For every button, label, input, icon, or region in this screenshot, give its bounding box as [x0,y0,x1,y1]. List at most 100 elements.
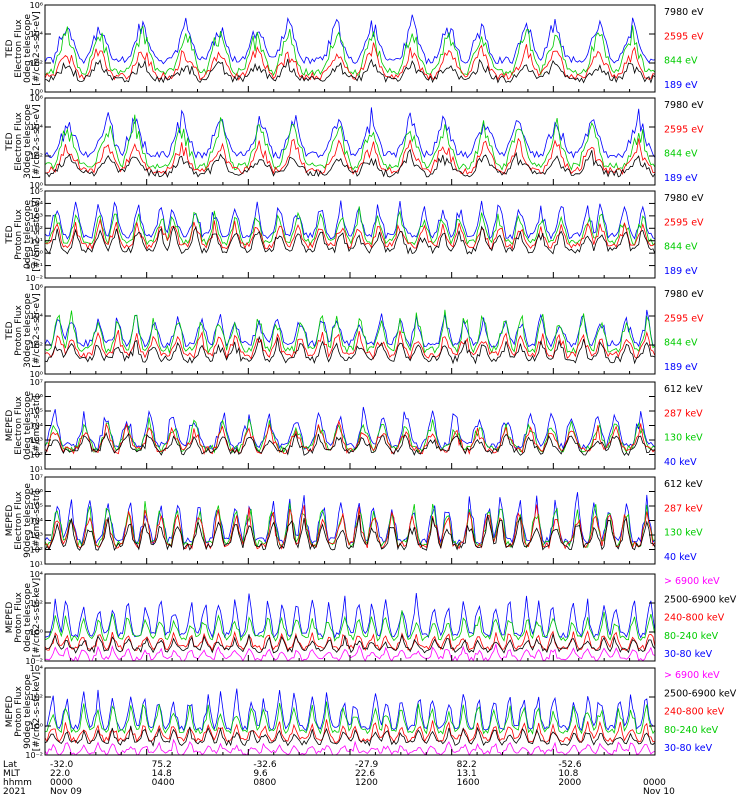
panel-7: 10⁻² 10⁰ 10² 10⁴ MEPED Proton Flux 0deg telesc… [5,570,737,666]
panel-2-ytick-label: 10⁰ [30,181,43,190]
panel-4-ylabel-line: [#/cm2-s-str-eV] [32,293,42,368]
panel-2-series-2 [44,137,656,175]
panel-1-ytick-label: 10² [30,59,43,68]
panel-3-ytick-label: 10⁵ [30,187,43,196]
panel-4-legend-entry: 7980 eV [664,289,704,300]
panel-5-ylabel-line: Electron Flux [14,396,24,455]
panel-5-series-4 [44,406,656,451]
panel-5-ylabel-line: MEPED [5,410,15,442]
panel-8-series-5 [44,688,656,732]
panel-5-legend-entry: 130 keV [664,433,703,444]
panel-5-ylabel-line: [#/cm2-s-str] [32,395,42,455]
x-axis-tick-value: Nov 09 [50,787,82,797]
panel-8-legend-entry: > 6900 keV [664,670,720,681]
x-axis-tick-value: 10.8 [558,769,578,779]
panel-6-ylabel-line: Electron Flux [14,491,24,550]
panel-5-ytick-label: 10⁵ [30,407,43,416]
panel-1-ytick-label: 10⁰ [30,88,43,97]
panel-8: 10⁻² 10⁰ 10² 10⁴ MEPED Proton Flux 90deg teles… [5,664,737,760]
panel-4-ytick-label: 10⁴ [30,312,43,321]
panel-8-ytick-label: 10⁻² [25,751,43,760]
panel-2-ylabel-line: [#/cm2-s-str-eV] [32,104,42,179]
panel-3-ytick-label: 10⁻¹ [25,262,43,271]
panel-3-ytick-label: 10⁴ [30,199,43,208]
panel-3-legend-entry: 7980 eV [664,193,704,204]
x-axis-tick-value: 0400 [152,778,175,788]
panel-1-series-1 [44,58,656,84]
panel-2-ylabel-line: Electron Flux [14,112,24,171]
x-axis-tick-value: 13.1 [457,769,477,779]
panel-1-legend-entry: 844 eV [664,56,698,67]
panel-3-ytick-label: 10¹ [30,237,43,246]
panel-4-series-3 [44,309,656,355]
panel-5: 10¹ 10² 10³ 10⁴ 10⁵ 10⁶ 10⁷ MEPED Electron Flux 0… [5,378,703,474]
panel-1-series-2 [44,42,656,81]
panel-2-series-3 [44,114,656,172]
x-axis-tick-value: 0800 [253,778,276,788]
panel-5-legend-entry: 612 keV [664,384,703,395]
panel-4-ytick-label: 10⁶ [30,283,43,292]
x-axis-tick-value: 82.2 [457,760,477,770]
panel-8-legend-entry: 2500-6900 keV [664,688,737,699]
panel-7-legend-entry: 80-240 keV [664,631,719,642]
x-axis-tick-value: 9.6 [253,769,268,779]
panel-1-ylabel-line: [#/cm2-s-str-eV] [32,11,42,86]
panel-8-ylabel-line: 90deg telescope [23,674,33,749]
panel-6-ytick-label: 10² [30,546,43,555]
panel-2-legend-entry: 844 eV [664,149,698,160]
panel-8-ylabel-line: Proton Flux [14,686,24,737]
x-axis-tick-value: 22.6 [355,769,375,779]
x-axis-tick-value: 22.0 [50,769,70,779]
x-axis-tick-value: 0000 [50,778,73,788]
panel-6-series-2 [44,504,656,550]
x-axis-tick-value: -32.6 [253,760,277,770]
panel-5-ytick-label: 10⁴ [30,422,43,431]
panel-6-legend-entry: 40 keV [664,552,697,563]
panel-7-series-5 [44,593,656,639]
x-axis-row-label: Lat [3,760,18,770]
panel-7-legend-entry: 240-800 keV [664,613,725,624]
panel-6-legend-entry: 287 keV [664,503,703,514]
panel-8-ytick-label: 10⁴ [30,664,43,673]
panel-3-ylabel-line: Proton Flux [14,209,24,260]
panel-8-ylabel-line: [#/cm2-s-str-keV] [32,672,42,751]
panel-1-legend-entry: 2595 eV [664,31,704,42]
panel-7-ytick-label: 10² [30,599,43,608]
panel-2-ylabel-line: TED [5,132,15,151]
panel-5-series-1 [44,431,656,457]
panel-5-ytick-label: 10³ [30,436,43,445]
panel-5-frame [44,381,656,470]
panel-3-legend-entry: 844 eV [664,242,698,253]
panel-4-ylabel-line: 30deg telescope [23,293,33,368]
x-axis-tick-value: 2000 [558,778,581,788]
panel-3-legend-entry: 2595 eV [664,217,704,228]
x-axis-row-label: MLT [3,769,21,779]
panel-7-legend-entry: 2500-6900 keV [664,594,737,605]
x-axis-row-label: hhmm [3,778,32,788]
panel-1-ytick-label: 10⁶ [30,1,43,10]
panel-2: 10⁰ 10² 10⁴ 10⁶ TED Electron Flux 30deg telesc… [5,94,704,190]
panel-3-series-4 [44,200,656,240]
panel-6-ytick-label: 10¹ [30,560,43,569]
x-axis-tick-value: Nov 10 [643,787,675,797]
panel-4-ytick-label: 10⁰ [30,370,43,379]
panel-6-legend-entry: 612 keV [664,479,703,490]
panel-7-series-2 [44,632,656,654]
x-axis-row-label: 2021 [3,787,26,797]
x-axis-tick-value: -32.0 [50,760,74,770]
panel-5-ytick-label: 10¹ [30,465,43,474]
panel-5-ytick-label: 10⁶ [30,393,43,402]
panel-3-legend-entry: 189 eV [664,266,698,277]
panel-7-series-3 [44,629,656,652]
panel-5-ytick-label: 10² [30,451,43,460]
panel-7-legend-entry: 30-80 keV [664,649,713,660]
panel-3-series-3 [44,206,656,247]
panel-4-series-1 [44,335,656,365]
panel-4-legend-entry: 844 eV [664,338,698,349]
panel-1: 10⁰ 10² 10⁴ 10⁶ TED Electron Flux 0deg telesco… [5,1,704,97]
panel-6-ytick-label: 10⁴ [30,517,43,526]
x-axis-tick-value: -27.9 [355,760,379,770]
panel-2-legend-entry: 2595 eV [664,124,704,135]
panel-8-legend-entry: 80-240 keV [664,725,719,736]
